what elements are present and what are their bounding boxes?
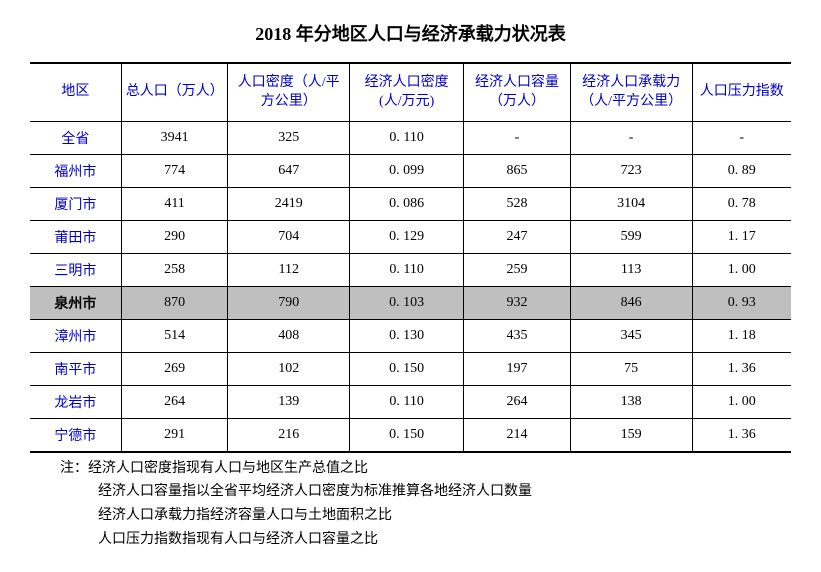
data-cell: 0. 78 <box>692 187 791 220</box>
data-cell: 113 <box>570 253 692 286</box>
data-cell: 258 <box>121 253 228 286</box>
data-cell: 0. 129 <box>350 220 464 253</box>
data-cell: 647 <box>228 154 350 187</box>
column-header: 经济人口容量（万人） <box>464 63 571 121</box>
data-cell: 259 <box>464 253 571 286</box>
region-cell: 南平市 <box>30 352 121 385</box>
data-cell: 528 <box>464 187 571 220</box>
data-cell: 264 <box>121 385 228 418</box>
data-cell: 197 <box>464 352 571 385</box>
column-header: 总人口（万人） <box>121 63 228 121</box>
data-cell: 247 <box>464 220 571 253</box>
data-cell: 291 <box>121 418 228 452</box>
data-cell: 159 <box>570 418 692 452</box>
region-cell: 泉州市 <box>30 286 121 319</box>
data-cell: 1. 17 <box>692 220 791 253</box>
data-cell: 0. 103 <box>350 286 464 319</box>
data-cell: 774 <box>121 154 228 187</box>
data-cell: 0. 150 <box>350 352 464 385</box>
region-cell: 宁德市 <box>30 418 121 452</box>
data-cell: 865 <box>464 154 571 187</box>
data-cell: 514 <box>121 319 228 352</box>
data-cell: - <box>464 121 571 154</box>
data-cell: 0. 110 <box>350 121 464 154</box>
data-cell: 0. 110 <box>350 385 464 418</box>
data-cell: 846 <box>570 286 692 319</box>
column-header: 人口密度（人/平方公里） <box>228 63 350 121</box>
data-cell: 216 <box>228 418 350 452</box>
data-cell: - <box>570 121 692 154</box>
column-header: 人口压力指数 <box>692 63 791 121</box>
table-row: 福州市7746470. 0998657230. 89 <box>30 154 791 187</box>
region-cell: 三明市 <box>30 253 121 286</box>
data-cell: 75 <box>570 352 692 385</box>
region-cell: 全省 <box>30 121 121 154</box>
data-cell: 2419 <box>228 187 350 220</box>
region-cell: 厦门市 <box>30 187 121 220</box>
data-table: 地区总人口（万人）人口密度（人/平方公里）经济人口密度(人/万元)经济人口容量（… <box>30 62 791 453</box>
data-cell: 932 <box>464 286 571 319</box>
data-cell: 723 <box>570 154 692 187</box>
data-cell: 0. 89 <box>692 154 791 187</box>
data-cell: 1. 36 <box>692 352 791 385</box>
table-body: 全省39413250. 110---福州市7746470. 0998657230… <box>30 121 791 452</box>
data-cell: 599 <box>570 220 692 253</box>
page-title: 2018 年分地区人口与经济承载力状况表 <box>30 20 791 46</box>
note-line: 经济人口承载力指经济容量人口与土地面积之比 <box>30 504 791 528</box>
data-cell: 214 <box>464 418 571 452</box>
table-row: 莆田市2907040. 1292475991. 17 <box>30 220 791 253</box>
table-row: 南平市2691020. 150197751. 36 <box>30 352 791 385</box>
header-row: 地区总人口（万人）人口密度（人/平方公里）经济人口密度(人/万元)经济人口容量（… <box>30 63 791 121</box>
data-cell: 1. 00 <box>692 385 791 418</box>
data-cell: 435 <box>464 319 571 352</box>
column-header: 经济人口承载力（人/平方公里） <box>570 63 692 121</box>
data-cell: 408 <box>228 319 350 352</box>
region-cell: 漳州市 <box>30 319 121 352</box>
table-row: 宁德市2912160. 1502141591. 36 <box>30 418 791 452</box>
data-cell: 0. 150 <box>350 418 464 452</box>
region-cell: 龙岩市 <box>30 385 121 418</box>
data-cell: 411 <box>121 187 228 220</box>
note-line: 人口压力指数指现有人口与经济人口容量之比 <box>30 528 791 552</box>
data-cell: 704 <box>228 220 350 253</box>
data-cell: 1. 00 <box>692 253 791 286</box>
table-row: 厦门市41124190. 08652831040. 78 <box>30 187 791 220</box>
data-cell: 790 <box>228 286 350 319</box>
data-cell: 138 <box>570 385 692 418</box>
data-cell: 102 <box>228 352 350 385</box>
data-cell: 112 <box>228 253 350 286</box>
region-cell: 莆田市 <box>30 220 121 253</box>
data-cell: - <box>692 121 791 154</box>
notes-section: 注：经济人口密度指现有人口与地区生产总值之比经济人口容量指以全省平均经济人口密度… <box>30 457 791 552</box>
data-cell: 0. 099 <box>350 154 464 187</box>
column-header: 经济人口密度(人/万元) <box>350 63 464 121</box>
data-cell: 269 <box>121 352 228 385</box>
data-cell: 0. 086 <box>350 187 464 220</box>
region-cell: 福州市 <box>30 154 121 187</box>
note-line: 经济人口容量指以全省平均经济人口密度为标准推算各地经济人口数量 <box>30 480 791 504</box>
data-cell: 3941 <box>121 121 228 154</box>
table-row: 三明市2581120. 1102591131. 00 <box>30 253 791 286</box>
data-cell: 290 <box>121 220 228 253</box>
table-row: 龙岩市2641390. 1102641381. 00 <box>30 385 791 418</box>
data-cell: 3104 <box>570 187 692 220</box>
data-cell: 870 <box>121 286 228 319</box>
data-cell: 264 <box>464 385 571 418</box>
data-cell: 1. 18 <box>692 319 791 352</box>
table-row: 泉州市8707900. 1039328460. 93 <box>30 286 791 319</box>
data-cell: 345 <box>570 319 692 352</box>
column-header: 地区 <box>30 63 121 121</box>
data-cell: 1. 36 <box>692 418 791 452</box>
data-cell: 139 <box>228 385 350 418</box>
data-cell: 325 <box>228 121 350 154</box>
data-cell: 0. 93 <box>692 286 791 319</box>
data-cell: 0. 130 <box>350 319 464 352</box>
table-row: 漳州市5144080. 1304353451. 18 <box>30 319 791 352</box>
table-row: 全省39413250. 110--- <box>30 121 791 154</box>
data-cell: 0. 110 <box>350 253 464 286</box>
note-line: 注：经济人口密度指现有人口与地区生产总值之比 <box>30 457 791 481</box>
